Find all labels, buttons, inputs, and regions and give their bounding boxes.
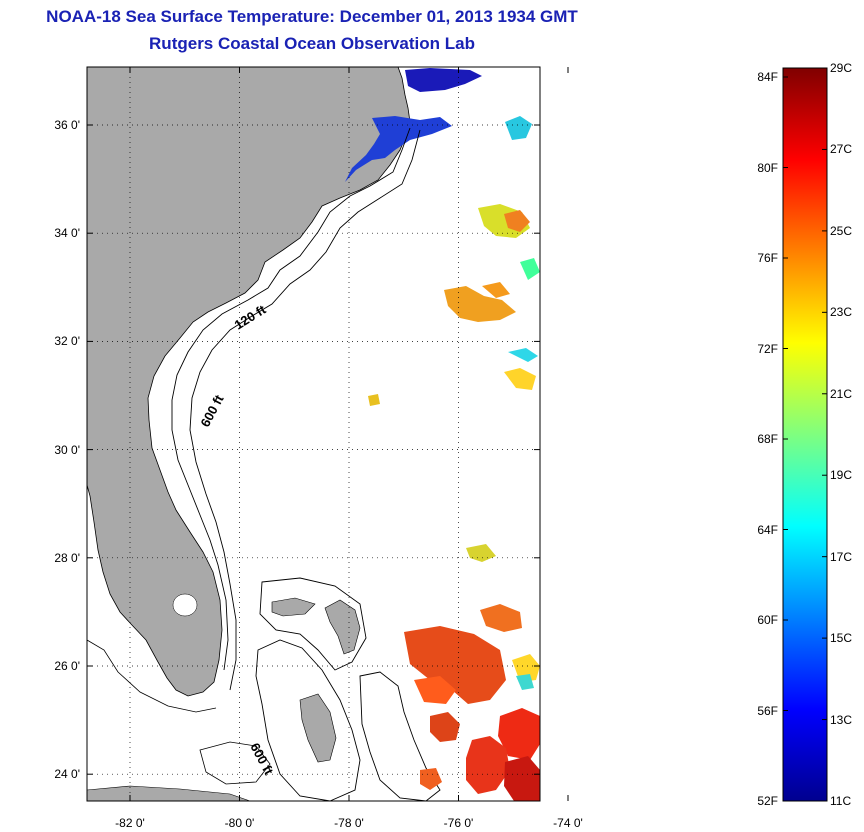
- map-title: NOAA-18 Sea Surface Temperature: Decembe…: [46, 7, 578, 26]
- colorbar: [782, 67, 828, 802]
- lake-okeechobee: [172, 593, 198, 617]
- lat-tick-label: 26 0': [54, 659, 80, 673]
- island-andros: [299, 693, 337, 763]
- contour-exuma: [359, 671, 441, 801]
- colorbar-ticks: [783, 67, 827, 802]
- pamlico-sound: [345, 116, 452, 182]
- axis-ticks: [87, 67, 569, 801]
- lat-tick-label: 34 0': [54, 226, 80, 241]
- colorbar-label-fahrenheit: 76F: [757, 251, 778, 265]
- colorbar-label-celsius: 11C: [830, 794, 852, 808]
- contour-600ft: [189, 129, 421, 691]
- lon-tick-label: -80 0': [224, 816, 255, 830]
- colorbar-label-fahrenheit: 56F: [757, 703, 778, 718]
- lat-tick-label: 36 0': [54, 118, 80, 132]
- island-grand-bahama: [271, 597, 316, 617]
- colorbar-label-celsius: 29C: [830, 61, 853, 75]
- colorbar-label-fahrenheit: 72F: [757, 341, 778, 356]
- contour-florida-keys: [199, 741, 271, 785]
- colorbar-label-celsius: 21C: [830, 386, 853, 401]
- albemarle-sound: [405, 68, 482, 92]
- colorbar-label-celsius: 17C: [830, 549, 853, 564]
- colorbar-label-fahrenheit: 64F: [757, 522, 778, 537]
- lat-tick-label: 28 0': [54, 550, 80, 565]
- colorbar-label-fahrenheit: 60F: [757, 613, 778, 627]
- lon-tick-label: -74 0': [553, 816, 583, 830]
- island-cuba: [87, 785, 251, 801]
- colorbar-label-celsius: 19C: [830, 468, 853, 483]
- lat-tick-label: 24 0': [54, 767, 80, 782]
- lon-tick-label: -82 0': [115, 816, 145, 830]
- map-border: [86, 66, 541, 802]
- colorbar-label-celsius: 27C: [830, 142, 853, 157]
- colorbar-label-fahrenheit: 68F: [757, 432, 778, 446]
- lon-tick-label: -76 0': [443, 816, 474, 830]
- lon-tick-label: -78 0': [334, 816, 364, 830]
- contour-bahamas-bank: [259, 577, 367, 671]
- colorbar-label-celsius: 25C: [830, 223, 853, 238]
- colorbar-label-fahrenheit: 84F: [757, 70, 778, 84]
- lat-tick-label: 30 0': [54, 442, 80, 457]
- land-mainland: [87, 67, 411, 697]
- colorbar-label-celsius: 13C: [830, 712, 853, 727]
- colorbar-label-celsius: 23C: [830, 305, 853, 320]
- map-subtitle: Rutgers Coastal Ocean Observation Lab: [149, 34, 475, 53]
- lat-tick-label: 32 0': [54, 334, 80, 349]
- colorbar-label-fahrenheit: 52F: [757, 794, 778, 808]
- contour-120ft: [171, 127, 411, 671]
- colorbar-label-celsius: 15C: [830, 631, 853, 646]
- contour-florida-west: [87, 639, 217, 713]
- map-grid: [87, 67, 540, 801]
- colorbar-label-fahrenheit: 80F: [757, 160, 778, 175]
- island-abaco: [324, 599, 361, 655]
- sst-data-patches: [368, 116, 540, 801]
- contour-great-bahama-bank: [255, 639, 361, 801]
